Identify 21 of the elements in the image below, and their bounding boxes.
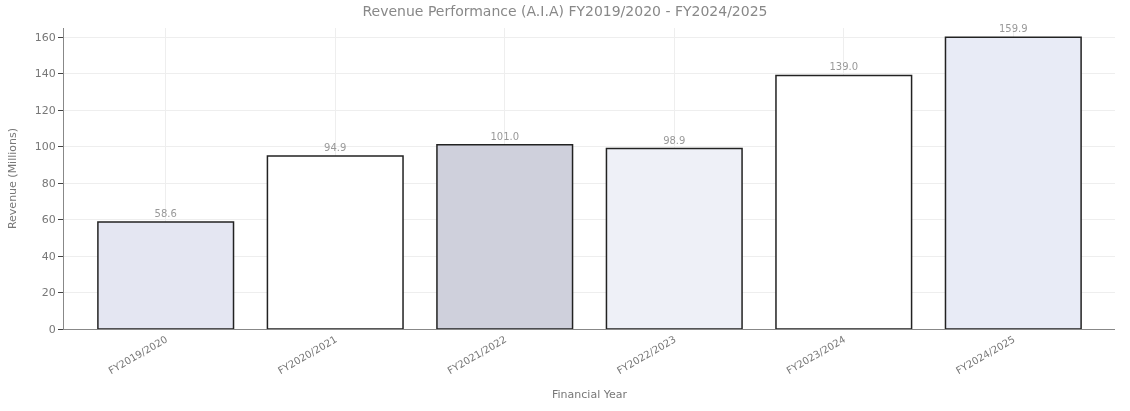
y-axis-title: Revenue (Millions) — [6, 127, 20, 230]
y-tick-label: 160 — [34, 30, 56, 44]
data-label: 98.9 — [663, 134, 686, 146]
data-label: 58.6 — [154, 208, 177, 220]
bar — [436, 144, 574, 329]
y-tick-label: 40 — [41, 249, 56, 263]
x-axis-title: Financial Year — [552, 388, 628, 402]
chart-title: Revenue Performance (A.I.A) FY2019/2020 - FY2024/2025 — [362, 2, 768, 19]
data-label: 139.0 — [829, 61, 859, 73]
y-tick-label: 0 — [48, 322, 56, 336]
data-label: 159.9 — [998, 23, 1028, 35]
data-label: 94.9 — [324, 141, 347, 153]
bar — [266, 155, 404, 329]
y-tick-label: 80 — [41, 176, 56, 190]
y-tick-label: 60 — [41, 213, 56, 227]
y-tick-label: 20 — [41, 286, 56, 300]
y-tick-label: 120 — [34, 103, 56, 117]
y-tick-label: 140 — [34, 67, 56, 81]
y-tick-label: 100 — [34, 140, 56, 154]
bar — [775, 74, 913, 329]
data-label: 101.0 — [490, 130, 520, 142]
